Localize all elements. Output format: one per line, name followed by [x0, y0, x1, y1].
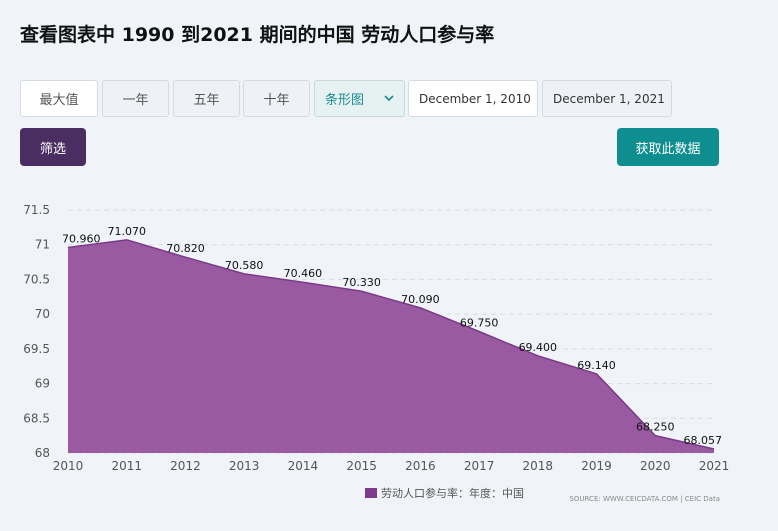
chevron-down-icon [384, 95, 394, 102]
y-tick-label: 68.5 [23, 411, 50, 425]
range-10y-button[interactable]: 十年 [243, 80, 310, 117]
legend: 劳动人口参与率：年度：中国 [365, 485, 524, 501]
series-area [68, 239, 714, 453]
x-tick-label: 2014 [288, 459, 319, 473]
data-label: 68.250 [636, 421, 675, 434]
x-tick-label: 2013 [229, 459, 260, 473]
y-tick-label: 69 [35, 377, 50, 391]
page-title: 查看图表中 1990 到2021 期间的中国 劳动人口参与率 [20, 24, 495, 46]
y-tick-label: 68 [35, 446, 50, 460]
range-1y-button[interactable]: 一年 [102, 80, 169, 117]
data-label: 71.070 [107, 225, 146, 238]
x-tick-label: 2011 [111, 459, 142, 473]
x-tick-label: 2017 [464, 459, 495, 473]
x-tick-label: 2016 [405, 459, 436, 473]
x-tick-label: 2015 [346, 459, 377, 473]
data-label: 69.140 [577, 359, 616, 372]
source-text: SOURCE: WWW.CEICDATA.COM | CEIC Data [569, 495, 720, 503]
x-tick-label: 2010 [53, 459, 84, 473]
y-tick-label: 70 [35, 307, 50, 321]
series-line [67, 239, 715, 450]
data-label: 70.960 [62, 232, 101, 245]
legend-swatch [365, 488, 377, 498]
range-5y-button[interactable]: 五年 [173, 80, 240, 117]
data-label: 70.090 [401, 293, 440, 306]
x-tick-label: 2019 [581, 459, 612, 473]
chart-type-select[interactable]: 条形图 [314, 80, 405, 117]
y-tick-label: 69.5 [23, 342, 50, 356]
y-tick-label: 71.5 [23, 203, 50, 217]
x-tick-label: 2012 [170, 459, 201, 473]
x-tick-label: 2018 [523, 459, 554, 473]
data-label: 69.400 [519, 341, 558, 354]
data-label: 70.580 [225, 259, 264, 272]
x-tick-label: 2020 [640, 459, 671, 473]
date-from-field[interactable]: December 1, 2010 [408, 80, 538, 117]
chart-type-value: 条形图 [325, 93, 365, 108]
data-label: 70.330 [342, 276, 381, 289]
data-label: 68.057 [684, 434, 723, 447]
x-tick-label: 2021 [699, 459, 730, 473]
range-max-button[interactable]: 最大值 [20, 80, 98, 117]
date-to-field[interactable]: December 1, 2021 [542, 80, 672, 117]
y-tick-label: 70.5 [23, 272, 50, 286]
data-label: 70.460 [284, 267, 323, 280]
area-chart: 68 68.5 69 69.5 70 70.5 71 71.5 2010 2011 2012 2013… [23, 203, 730, 473]
filter-button[interactable]: 筛选 [20, 128, 86, 166]
y-tick-label: 71 [35, 238, 50, 252]
legend-label: 劳动人口参与率：年度：中国 [381, 487, 524, 500]
get-data-button[interactable]: 获取此数据 [617, 128, 719, 166]
data-label: 70.820 [166, 242, 205, 255]
data-label: 69.750 [460, 317, 499, 330]
